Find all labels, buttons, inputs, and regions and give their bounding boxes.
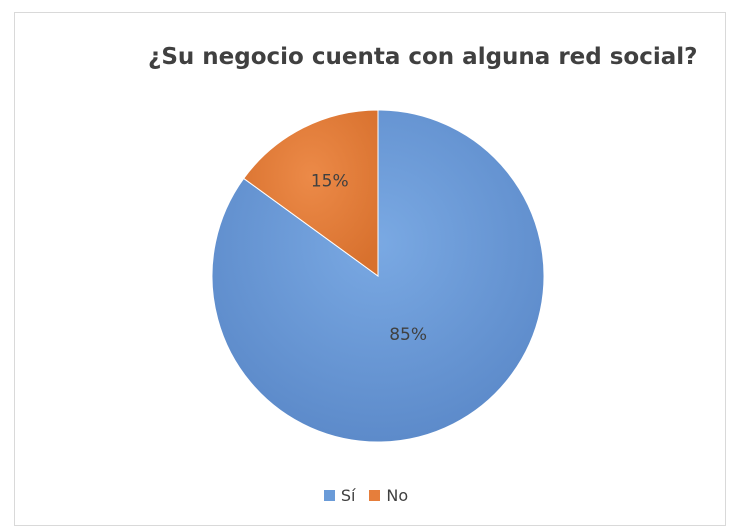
legend-swatch-no — [369, 490, 381, 501]
legend-label-si: Sí — [340, 486, 356, 505]
legend-item-no: No — [369, 486, 408, 505]
legend-label-no: No — [386, 486, 409, 505]
data-label-si: 85% — [389, 325, 427, 345]
legend-swatch-si — [323, 490, 335, 501]
data-label-no: 15% — [311, 171, 349, 191]
chart-title: ¿Su negocio cuenta con alguna red social… — [148, 44, 698, 70]
legend: Sí No — [0, 486, 732, 505]
legend-item-si: Sí — [323, 486, 356, 505]
pie-slice-no — [243, 109, 379, 277]
